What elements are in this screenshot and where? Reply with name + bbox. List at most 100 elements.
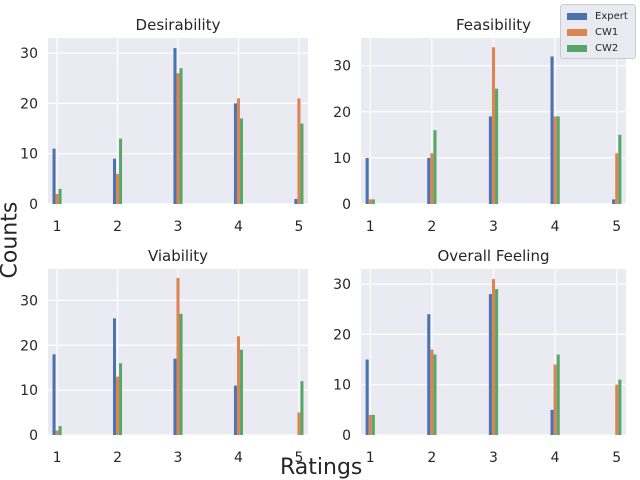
subplot-2: 0 10 20 30 1 2 3 4 5 Feasibility <box>333 16 626 235</box>
x-tick-label: 5 <box>294 219 303 235</box>
subplot-1: 0 10 20 30 1 2 3 4 5 Desirability <box>20 16 308 235</box>
bar-cw1-2 <box>116 376 120 435</box>
bar-cw2-4 <box>556 116 560 204</box>
legend-label-cw1: CW1 <box>595 26 619 38</box>
subplot-4: 0 10 20 30 1 2 3 4 5 Overall Feeling <box>333 247 626 466</box>
x-tick-label: 5 <box>612 450 621 466</box>
legend-swatch-expert <box>567 12 587 20</box>
x-tick-label: 5 <box>294 450 303 466</box>
bar-expert-4 <box>550 56 554 204</box>
bar-cw2-4 <box>239 118 243 204</box>
x-tick-label: 1 <box>366 450 375 466</box>
bar-cw1-2 <box>430 349 434 435</box>
bar-cw1-2 <box>116 173 120 204</box>
bar-cw1-4 <box>553 364 557 435</box>
bar-expert-1 <box>365 157 369 204</box>
x-tick-label: 4 <box>234 450 243 466</box>
bar-cw2-4 <box>556 354 560 435</box>
y-tick-label: 10 <box>333 151 351 167</box>
y-tick-label: 0 <box>29 428 38 444</box>
y-axis-label: Counts <box>0 201 23 279</box>
bar-expert-2 <box>427 314 431 435</box>
y-tick-label: 20 <box>20 338 38 354</box>
x-tick-label: 4 <box>551 450 560 466</box>
bar-cw2-2 <box>119 138 123 204</box>
x-tick-label: 3 <box>174 450 183 466</box>
legend: Expert CW1 CW2 <box>560 4 636 59</box>
x-tick-label: 2 <box>113 219 122 235</box>
legend-label-expert: Expert <box>595 10 628 22</box>
y-tick-label: 0 <box>342 428 351 444</box>
bar-cw2-4 <box>239 349 243 435</box>
subplot-title: Desirability <box>136 16 221 34</box>
bar-expert-2 <box>427 157 431 204</box>
y-tick-label: 0 <box>342 197 351 213</box>
legend-item-expert: Expert <box>567 8 635 24</box>
bar-cw2-5 <box>618 134 622 204</box>
bar-cw1-5 <box>297 98 301 204</box>
y-tick-label: 10 <box>333 378 351 394</box>
bar-cw2-2 <box>433 130 437 204</box>
bar-cw2-3 <box>179 68 183 204</box>
bar-cw1-3 <box>176 277 180 435</box>
y-tick-label: 10 <box>20 383 38 399</box>
bar-cw2-1 <box>58 426 62 435</box>
bar-cw1-4 <box>553 116 557 204</box>
subplot-3: 0 10 20 30 1 2 3 4 5 Viability <box>20 247 308 466</box>
y-tick-label: 20 <box>333 327 351 343</box>
bar-expert-1 <box>52 148 56 204</box>
bar-expert-4 <box>233 103 237 204</box>
bar-cw2-2 <box>119 363 123 435</box>
bar-cw2-5 <box>300 123 304 204</box>
bar-cw2-3 <box>179 313 183 435</box>
bar-cw1-1 <box>55 430 59 435</box>
bar-expert-1 <box>52 354 56 435</box>
x-tick-label: 3 <box>174 219 183 235</box>
bar-cw2-1 <box>58 188 62 204</box>
bar-expert-3 <box>488 294 492 435</box>
y-tick-label: 30 <box>333 59 351 75</box>
bar-cw1-1 <box>368 199 372 204</box>
bar-cw1-1 <box>55 193 59 204</box>
x-tick-label: 3 <box>489 219 498 235</box>
bar-cw1-1 <box>368 414 372 435</box>
bar-expert-5 <box>612 199 616 204</box>
x-tick-label: 4 <box>234 219 243 235</box>
legend-label-cw2: CW2 <box>595 42 619 54</box>
x-tick-label: 3 <box>489 450 498 466</box>
y-tick-label: 30 <box>20 293 38 309</box>
bar-cw2-5 <box>300 381 304 435</box>
bar-expert-2 <box>113 318 117 435</box>
legend-swatch-cw2 <box>567 44 587 52</box>
legend-swatch-cw1 <box>567 28 587 36</box>
bar-cw2-5 <box>618 379 622 435</box>
subplot-title: Feasibility <box>456 16 531 34</box>
bar-cw2-1 <box>371 199 375 204</box>
bar-expert-3 <box>488 116 492 204</box>
bar-cw2-1 <box>371 414 375 435</box>
bar-cw1-5 <box>615 384 619 435</box>
legend-item-cw1: CW1 <box>567 24 635 40</box>
bar-cw2-3 <box>495 88 499 204</box>
bar-cw1-5 <box>615 153 619 204</box>
x-tick-label: 1 <box>53 450 62 466</box>
x-axis-label: Ratings <box>280 455 363 480</box>
y-tick-label: 30 <box>20 46 38 62</box>
bar-expert-4 <box>233 385 237 435</box>
x-tick-label: 2 <box>113 450 122 466</box>
y-tick-label: 10 <box>20 147 38 163</box>
x-tick-label: 5 <box>612 219 621 235</box>
subplot-title: Viability <box>148 247 208 265</box>
x-tick-label: 2 <box>427 450 436 466</box>
x-tick-label: 1 <box>366 219 375 235</box>
bar-expert-1 <box>365 359 369 435</box>
y-tick-label: 20 <box>333 105 351 121</box>
y-tick-label: 20 <box>20 96 38 112</box>
bar-cw1-4 <box>236 336 240 435</box>
bar-cw1-3 <box>491 47 496 204</box>
bar-cw1-3 <box>176 73 180 204</box>
x-tick-label: 4 <box>551 219 560 235</box>
bar-expert-3 <box>173 358 177 435</box>
y-tick-label: 30 <box>333 277 351 293</box>
